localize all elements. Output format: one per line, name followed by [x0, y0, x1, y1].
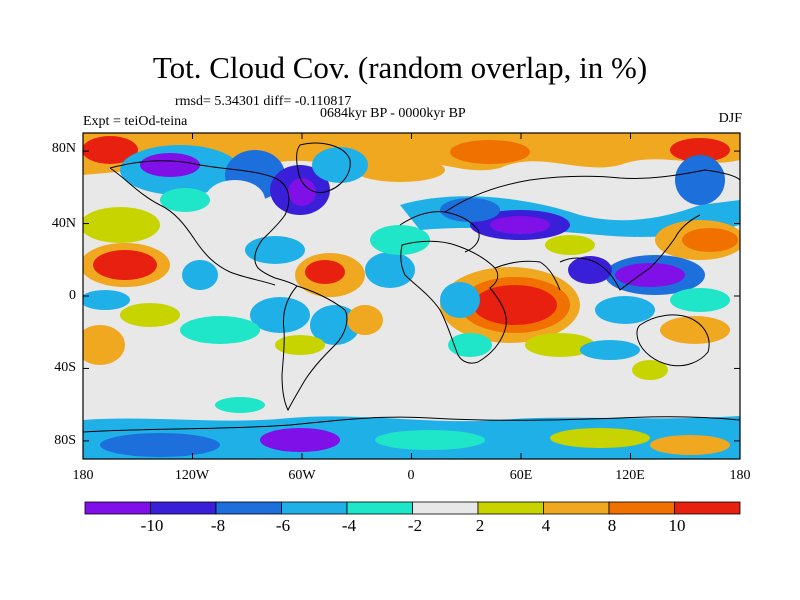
anomaly-region — [660, 316, 730, 344]
coastline-south-america — [281, 285, 348, 412]
colorbar-label: 4 — [541, 516, 551, 535]
anomaly-region — [440, 282, 480, 318]
anomaly-region — [670, 138, 730, 162]
colorbar-label: 2 — [475, 516, 485, 535]
period-subtitle: 0684kyr BP - 0000kyr BP — [320, 106, 466, 121]
coastline-antarctica — [83, 416, 740, 433]
axis-ticks — [82, 133, 741, 459]
colorbar-label: 10 — [668, 516, 686, 535]
anomaly-field — [83, 133, 740, 459]
anomaly-region — [525, 333, 595, 357]
coastline-europe — [399, 211, 480, 253]
stats-subtitle: rmsd= 5.34301 diff= -0.110817 — [175, 94, 352, 109]
anomaly-region — [632, 360, 668, 380]
anomaly-region — [215, 397, 265, 413]
coastline-north-america-west — [109, 167, 276, 286]
anomaly-region — [312, 147, 368, 183]
coastline-australia — [636, 314, 710, 367]
anomaly-region — [375, 430, 485, 450]
anomaly-region — [275, 335, 325, 355]
anomaly-region — [355, 158, 445, 182]
anomaly-region — [182, 260, 218, 290]
anomaly-region — [682, 228, 738, 252]
colorbar-swatch — [346, 501, 413, 515]
anomaly-region — [83, 136, 138, 164]
lon-label-60w: 60W — [288, 468, 316, 483]
anomaly-region — [288, 178, 316, 206]
anomaly-region — [347, 305, 383, 335]
coastline-asia-south — [494, 214, 701, 291]
coastline-africa — [400, 240, 507, 364]
anomaly-region — [310, 305, 360, 345]
experiment-label: Expt = teiOd-teina — [83, 114, 188, 129]
coastline-north-america — [109, 160, 298, 287]
coastline-asia-north — [444, 169, 740, 213]
anomaly-region — [370, 225, 430, 255]
anomaly-region — [180, 316, 260, 344]
anomaly-region — [670, 288, 730, 312]
colorbar-swatch — [674, 501, 741, 515]
anomaly-region — [365, 252, 415, 288]
colorbar-label: -10 — [140, 516, 164, 535]
anomaly-region — [160, 188, 210, 212]
lat-label-40s: 40S — [54, 360, 76, 375]
colorbar-swatch — [215, 501, 282, 515]
anomaly-region — [83, 290, 130, 310]
lon-label-0: 0 — [407, 468, 415, 483]
colorbar-label: -6 — [275, 516, 291, 535]
lat-label-80s: 80S — [54, 433, 76, 448]
anomaly-region — [260, 428, 340, 452]
coastline-greenland — [296, 142, 351, 194]
colorbar-swatch — [150, 501, 217, 515]
anomaly-region — [440, 198, 500, 222]
lon-label-60e: 60E — [509, 468, 533, 483]
colorbar-swatch — [281, 501, 348, 515]
anomaly-region — [490, 216, 550, 234]
anomaly-region — [205, 180, 265, 220]
lat-label-0: 0 — [69, 288, 76, 303]
anomaly-region — [93, 250, 157, 280]
anomaly-region — [568, 256, 612, 284]
lat-label-80n: 80N — [51, 141, 76, 156]
anomaly-region — [305, 260, 345, 284]
colorbar-swatch — [477, 501, 544, 515]
lon-label-180e: 180 — [729, 468, 751, 483]
anomaly-region — [250, 297, 310, 333]
colorbar-label: -2 — [407, 516, 423, 535]
colorbar-swatch — [608, 501, 675, 515]
anomaly-region — [595, 296, 655, 324]
colorbar-label: 8 — [607, 516, 617, 535]
anomaly-region — [545, 235, 595, 255]
anomaly-region — [675, 155, 725, 205]
anomaly-region — [550, 428, 650, 448]
anomaly-region — [450, 140, 530, 164]
anomaly-region — [83, 207, 160, 243]
anomaly-region — [473, 285, 557, 325]
colorbar-swatch — [84, 501, 151, 515]
anomaly-region — [580, 340, 640, 360]
anomaly-region — [140, 153, 200, 177]
coastlines — [83, 142, 740, 433]
anomaly-region — [120, 303, 180, 327]
colorbar — [84, 501, 741, 515]
anomaly-region — [100, 433, 220, 457]
season-label: DJF — [718, 111, 742, 126]
lon-label-120e: 120E — [615, 468, 645, 483]
lon-label-120w: 120W — [174, 468, 210, 483]
colorbar-swatch — [543, 501, 610, 515]
anomaly-region — [650, 435, 730, 455]
colorbar-label: -8 — [210, 516, 226, 535]
page-title: Tot. Cloud Cov. (random overlap, in %) — [152, 50, 648, 85]
lon-label-180w: 180 — [72, 468, 94, 483]
anomaly-region — [245, 236, 305, 264]
colorbar-label: -4 — [341, 516, 357, 535]
lat-label-40n: 40N — [51, 216, 76, 231]
colorbar-swatch — [412, 501, 479, 515]
anomaly-region — [615, 263, 685, 287]
anomaly-region — [83, 325, 125, 365]
anomaly-region — [448, 333, 492, 357]
